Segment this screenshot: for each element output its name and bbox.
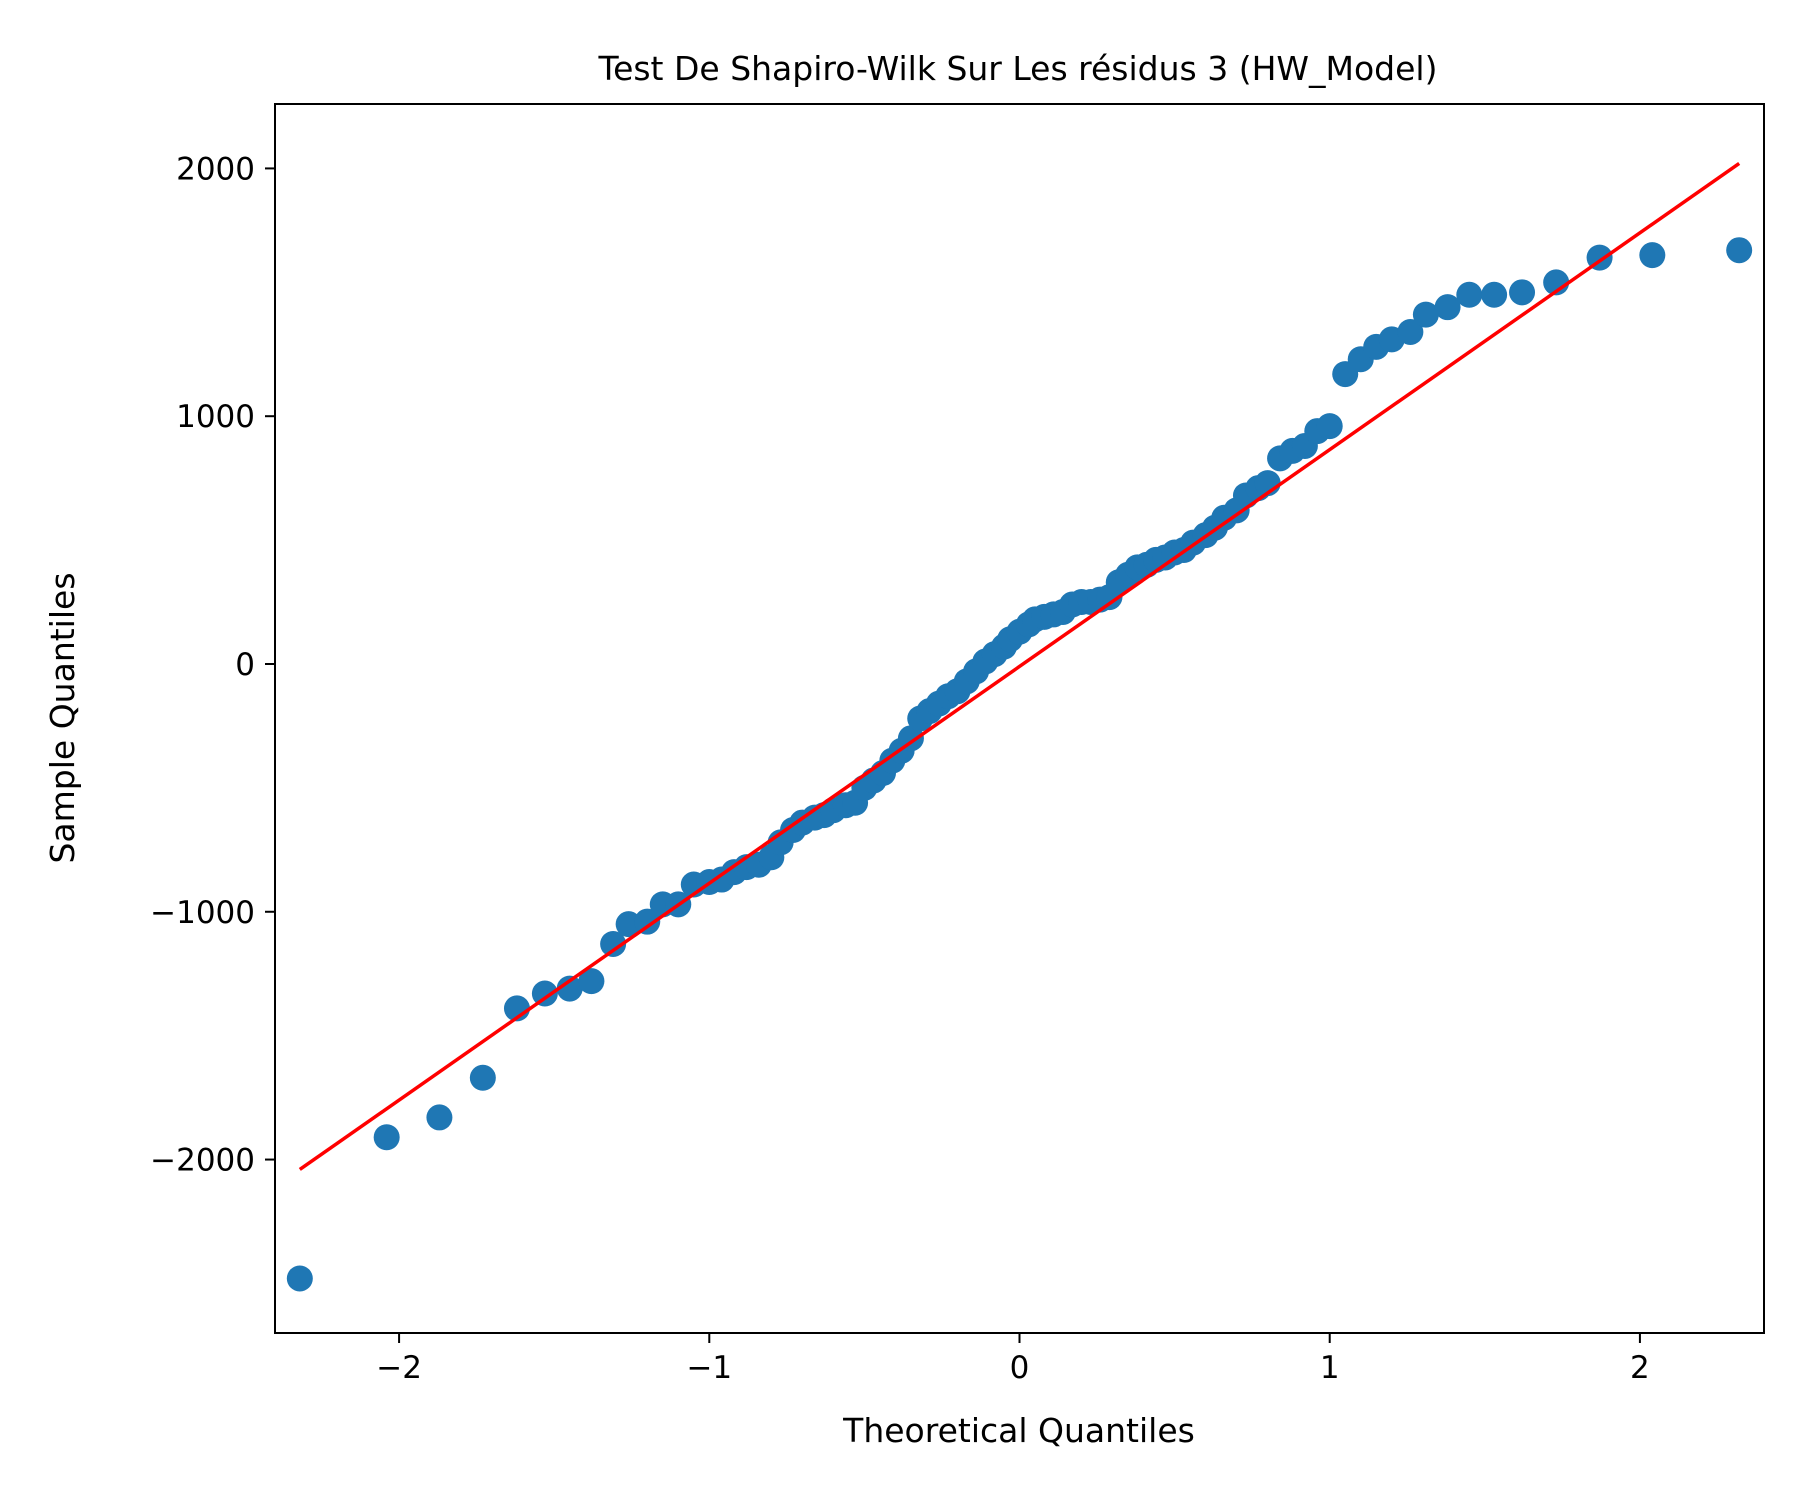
x-axis-label: Theoretical Quantiles — [842, 1411, 1195, 1450]
y-tick-label: 2000 — [176, 151, 255, 187]
reference-line-group — [298, 162, 1741, 1171]
data-point — [600, 930, 627, 957]
data-point — [1397, 318, 1424, 345]
y-tick-label: −2000 — [150, 1143, 255, 1179]
data-points — [286, 237, 1753, 1292]
data-point — [531, 980, 558, 1007]
x-tick-label: −2 — [376, 1350, 422, 1386]
data-point — [1509, 279, 1536, 306]
data-point — [1412, 301, 1439, 328]
data-point — [1316, 413, 1343, 440]
y-axis-ticks: −2000 −1000 0 1000 2000 — [150, 151, 275, 1179]
data-point — [286, 1265, 313, 1292]
x-axis-ticks: −2 −1 0 1 2 — [376, 1333, 1650, 1386]
y-tick-label: 1000 — [176, 399, 255, 435]
y-tick-label: 0 — [235, 647, 255, 683]
reference-line — [298, 162, 1741, 1171]
y-tick-label: −1000 — [150, 895, 255, 931]
data-point — [1456, 281, 1483, 308]
data-point — [1726, 237, 1753, 264]
data-point — [1434, 294, 1461, 321]
data-point — [373, 1124, 400, 1151]
data-point — [556, 975, 583, 1002]
x-tick-label: −1 — [686, 1350, 732, 1386]
x-tick-label: 1 — [1320, 1350, 1340, 1386]
data-point — [1481, 281, 1508, 308]
y-axis-label: Sample Quantiles — [43, 572, 82, 863]
plot-frame — [274, 103, 1765, 1334]
x-tick-label: 0 — [1010, 1350, 1030, 1386]
data-point — [634, 908, 661, 935]
data-point — [1639, 242, 1666, 269]
x-tick-label: 2 — [1630, 1350, 1650, 1386]
data-point — [426, 1104, 453, 1131]
chart-title: Test De Shapiro-Wilk Sur Les résidus 3 (… — [598, 49, 1438, 88]
data-point — [578, 968, 605, 995]
data-point — [469, 1064, 496, 1091]
